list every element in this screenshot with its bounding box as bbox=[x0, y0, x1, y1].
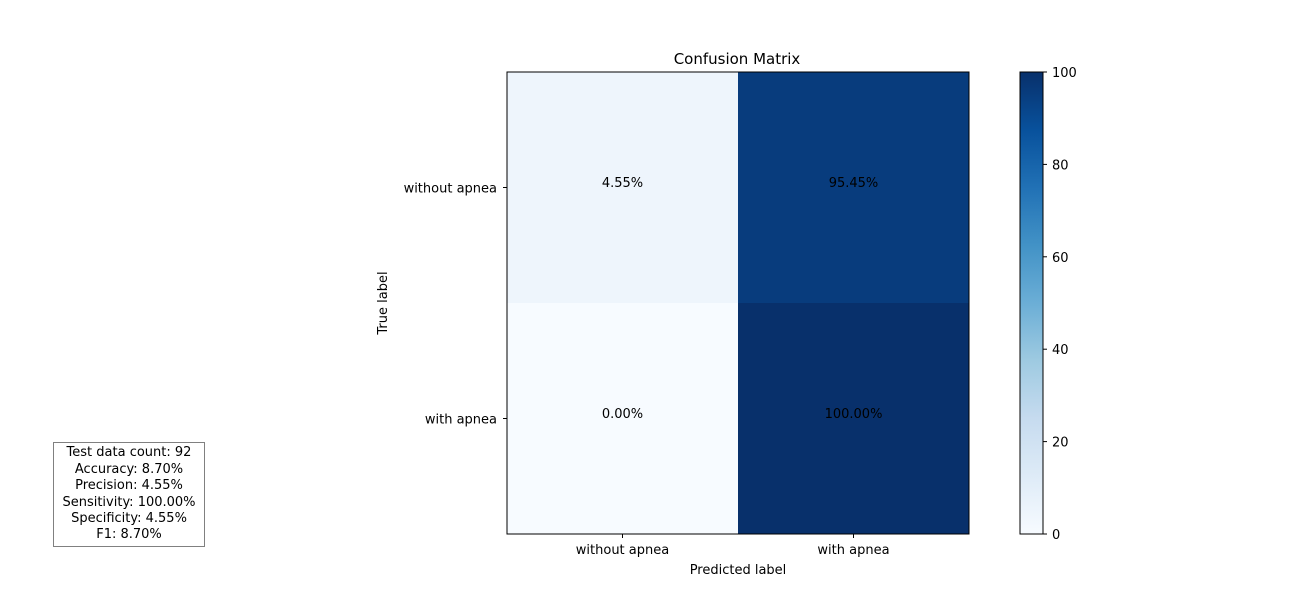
cell-value-label: 4.55% bbox=[602, 176, 643, 191]
x-axis-ticks: without apnea with apnea bbox=[576, 534, 890, 558]
colorbar-tick-label: 100 bbox=[1052, 66, 1077, 81]
heatmap-cell bbox=[507, 303, 738, 534]
cell-value-label: 100.00% bbox=[825, 407, 883, 422]
colorbar-tick-label: 80 bbox=[1052, 158, 1069, 173]
sensitivity-text: Sensitivity: 100.00% bbox=[62, 494, 196, 510]
y-tick-label: with apnea bbox=[425, 413, 497, 428]
colorbar bbox=[1019, 71, 1044, 535]
accuracy-text: Accuracy: 8.70% bbox=[74, 461, 184, 477]
cell-value-label: 95.45% bbox=[829, 176, 879, 191]
specificity-text: Specificity: 4.55% bbox=[71, 510, 187, 526]
colorbar-tick-label: 40 bbox=[1052, 343, 1069, 358]
x-tick-label: without apnea bbox=[576, 543, 669, 558]
f1-text: F1: 8.70% bbox=[96, 527, 162, 543]
x-tick-label: with apnea bbox=[817, 543, 889, 558]
heatmap-cell bbox=[738, 303, 969, 534]
colorbar-ticks: 0 20 40 60 80 100 bbox=[1043, 66, 1077, 543]
test-count-text: Test data count: 92 bbox=[66, 445, 192, 461]
y-axis-label: True label bbox=[376, 271, 391, 335]
plot-frame bbox=[506, 71, 970, 535]
x-axis-label: Predicted label bbox=[690, 563, 787, 578]
chart-title: Confusion Matrix bbox=[674, 50, 801, 68]
colorbar-tick-label: 20 bbox=[1052, 436, 1069, 451]
colorbar-tick-label: 0 bbox=[1052, 528, 1060, 543]
y-tick-label: without apnea bbox=[404, 182, 497, 197]
colorbar-tick-label: 60 bbox=[1052, 251, 1069, 266]
cell-value-label: 0.00% bbox=[602, 407, 643, 422]
precision-text: Precision: 4.55% bbox=[75, 478, 183, 494]
metrics-summary-box: Test data count: 92 Accuracy: 8.70% Prec… bbox=[53, 442, 205, 547]
heatmap-cells: 4.55% 95.45% 0.00% 100.00% bbox=[507, 72, 969, 534]
heatmap-cell bbox=[738, 72, 969, 303]
y-axis-ticks: without apnea with apnea bbox=[404, 182, 507, 428]
heatmap-cell bbox=[507, 72, 738, 303]
